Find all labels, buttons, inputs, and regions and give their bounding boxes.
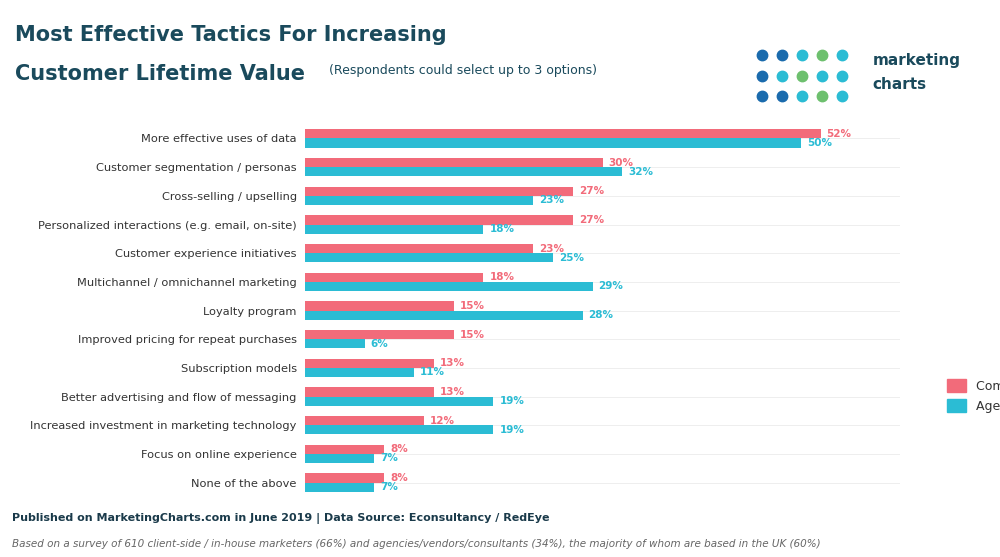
Text: 23%: 23%	[539, 196, 564, 206]
Bar	[305, 224, 483, 234]
Bar	[305, 311, 583, 320]
Bar	[305, 444, 384, 454]
Bar	[305, 339, 364, 348]
Legend: Company Respondents, Agency Respondents: Company Respondents, Agency Respondents	[947, 379, 1000, 413]
Bar	[305, 187, 573, 196]
Bar	[305, 282, 593, 291]
Bar	[305, 368, 414, 377]
Text: 15%: 15%	[460, 301, 485, 311]
Bar	[305, 425, 493, 434]
Bar	[305, 330, 454, 339]
Bar	[305, 482, 374, 492]
Text: 8%: 8%	[390, 473, 408, 483]
Text: 19%: 19%	[499, 396, 524, 406]
Text: 23%: 23%	[539, 243, 564, 253]
Text: charts: charts	[872, 77, 927, 92]
Text: 18%: 18%	[489, 272, 514, 282]
Text: 25%: 25%	[559, 253, 584, 263]
Bar	[305, 216, 573, 224]
Bar	[305, 253, 553, 262]
Text: Most Effective Tactics For Increasing: Most Effective Tactics For Increasing	[15, 25, 447, 45]
Bar	[305, 473, 384, 482]
Bar	[305, 196, 533, 205]
Text: Based on a survey of 610 client-side / in-house marketers (66%) and agencies/ven: Based on a survey of 610 client-side / i…	[12, 540, 821, 549]
Text: 7%: 7%	[380, 482, 398, 492]
Text: Customer Lifetime Value: Customer Lifetime Value	[15, 64, 305, 84]
Bar	[305, 301, 454, 311]
Bar	[305, 129, 821, 139]
Text: 13%: 13%	[440, 387, 465, 397]
Text: 30%: 30%	[608, 158, 633, 168]
Text: 32%: 32%	[628, 167, 653, 177]
Text: Published on MarketingCharts.com in June 2019 | Data Source: Econsultancy / RedE: Published on MarketingCharts.com in June…	[12, 512, 550, 524]
Text: 13%: 13%	[440, 358, 465, 368]
Bar	[305, 273, 483, 282]
Bar	[305, 158, 602, 167]
Bar	[305, 244, 533, 253]
Text: 52%: 52%	[827, 129, 852, 139]
Bar	[305, 397, 493, 405]
Text: marketing: marketing	[872, 53, 960, 68]
Text: 11%: 11%	[420, 368, 445, 378]
Text: 6%: 6%	[370, 339, 388, 349]
Bar	[305, 139, 801, 148]
Text: 8%: 8%	[390, 444, 408, 455]
Bar	[305, 167, 622, 177]
Text: 28%: 28%	[589, 310, 614, 320]
Text: 29%: 29%	[599, 281, 623, 291]
Text: 27%: 27%	[579, 186, 604, 196]
Text: 18%: 18%	[489, 224, 514, 234]
Text: 15%: 15%	[460, 330, 485, 340]
Text: (Respondents could select up to 3 options): (Respondents could select up to 3 option…	[325, 64, 597, 77]
Bar	[305, 454, 374, 463]
Text: 7%: 7%	[380, 453, 398, 463]
Bar	[305, 416, 424, 425]
Bar	[305, 359, 434, 368]
Bar	[305, 387, 434, 397]
Text: 19%: 19%	[499, 425, 524, 435]
Text: 27%: 27%	[579, 215, 604, 225]
Text: 12%: 12%	[430, 416, 455, 426]
Text: 50%: 50%	[807, 138, 832, 148]
